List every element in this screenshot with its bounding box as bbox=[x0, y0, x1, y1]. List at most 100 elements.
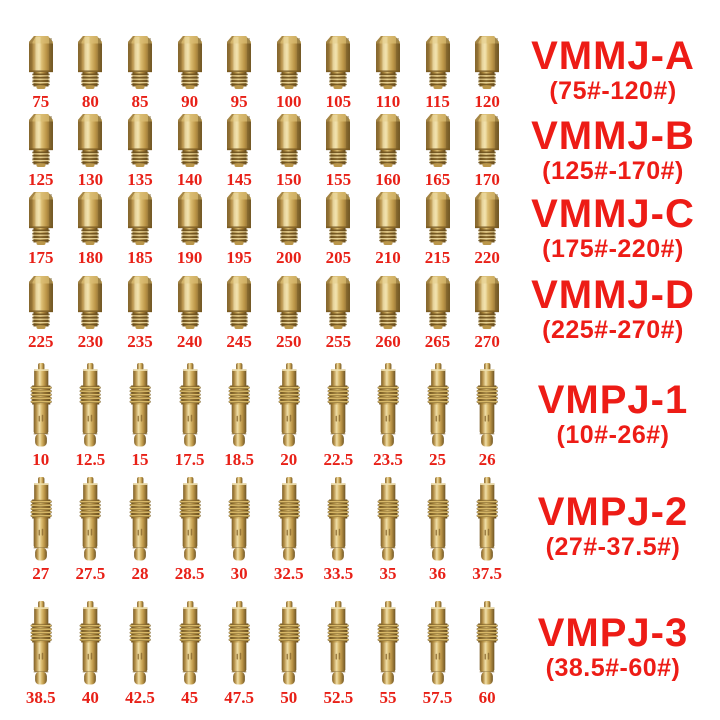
jet-row: 10 12.5 15 17.5 18.5 20 22.5 23.5 25 26 bbox=[16, 360, 512, 470]
jet-size-label: 140 bbox=[176, 170, 203, 189]
jet-item: 22.5 bbox=[314, 362, 364, 470]
group-code: VMMJ-D bbox=[531, 273, 695, 318]
pilot-jet-image bbox=[416, 476, 460, 562]
jet-item: 10 bbox=[16, 362, 66, 470]
pilot-jet-image bbox=[68, 476, 112, 562]
pilot-jet-image bbox=[19, 600, 63, 686]
jet-size-label: 155 bbox=[325, 170, 352, 189]
jet-size-label: 36 bbox=[429, 564, 447, 583]
pilot-jet-image bbox=[416, 600, 460, 686]
jet-size-label: 27 bbox=[32, 564, 50, 583]
jet-size-label: 57.5 bbox=[422, 688, 453, 707]
group-label-block: VMPJ-2 (27#-37.5#) bbox=[512, 470, 720, 584]
jet-group-row: 10 12.5 15 17.5 18.5 20 22.5 23.5 25 26 … bbox=[0, 352, 720, 470]
jet-size-label: 230 bbox=[77, 332, 104, 351]
jet-item: 15 bbox=[115, 362, 165, 470]
main-jet-image bbox=[118, 112, 162, 168]
main-jet-image bbox=[19, 274, 63, 330]
main-jet-image bbox=[465, 34, 509, 90]
jet-item: 115 bbox=[413, 34, 463, 112]
group-label-block: VMMJ-D (225#-270#) bbox=[512, 268, 720, 352]
pilot-jet-image bbox=[68, 362, 112, 448]
jet-item: 205 bbox=[314, 190, 364, 268]
jet-item: 18.5 bbox=[214, 362, 264, 470]
jet-item: 32.5 bbox=[264, 476, 314, 584]
jet-item: 265 bbox=[413, 274, 463, 352]
jet-size-label: 255 bbox=[325, 332, 352, 351]
jet-item: 35 bbox=[363, 476, 413, 584]
group-label-block: VMMJ-B (125#-170#) bbox=[512, 112, 720, 190]
group-label-block: VMMJ-A (75#-120#) bbox=[512, 30, 720, 112]
jet-item: 37.5 bbox=[462, 476, 512, 584]
jet-size-label: 185 bbox=[127, 248, 153, 267]
jet-item: 230 bbox=[66, 274, 116, 352]
main-jet-image bbox=[168, 34, 212, 90]
pilot-jet-image bbox=[19, 362, 63, 448]
main-jet-image bbox=[267, 190, 311, 246]
jet-size-label: 28 bbox=[131, 564, 149, 583]
jet-size-label: 175 bbox=[28, 248, 54, 267]
jet-item: 60 bbox=[462, 600, 512, 708]
jet-size-label: 38.5 bbox=[25, 688, 56, 707]
jet-size-label: 245 bbox=[226, 332, 252, 351]
jet-item: 185 bbox=[115, 190, 165, 268]
jet-size-label: 30 bbox=[230, 564, 248, 583]
jet-size-label: 160 bbox=[375, 170, 401, 189]
group-code: VMMJ-C bbox=[531, 192, 695, 237]
jet-size-label: 270 bbox=[474, 332, 500, 351]
jet-row: 225 230 235 240 245 250 255 260 265 270 bbox=[16, 268, 512, 352]
jet-size-label: 25 bbox=[429, 450, 447, 469]
group-code: VMPJ-2 bbox=[537, 490, 689, 535]
jet-item: 145 bbox=[214, 112, 264, 190]
jet-item: 240 bbox=[165, 274, 215, 352]
jet-item: 26 bbox=[462, 362, 512, 470]
main-jet-image bbox=[68, 274, 112, 330]
group-label-block: VMPJ-3 (38.5#-60#) bbox=[512, 588, 720, 708]
group-size-range: (125#-170#) bbox=[542, 157, 684, 186]
jet-item: 80 bbox=[66, 34, 116, 112]
jet-group-row: 38.5 40 42.5 45 47.5 50 52.5 55 57.5 60 … bbox=[0, 584, 720, 708]
jet-item: 270 bbox=[462, 274, 512, 352]
jet-item: 215 bbox=[413, 190, 463, 268]
jet-item: 165 bbox=[413, 112, 463, 190]
jet-size-label: 75 bbox=[32, 92, 50, 111]
jet-size-label: 60 bbox=[478, 688, 496, 707]
jet-size-label: 40 bbox=[81, 688, 99, 707]
jet-group-row: 125 130 135 140 145 150 155 160 165 170 … bbox=[0, 112, 720, 190]
pilot-jet-image bbox=[118, 600, 162, 686]
pilot-jet-image bbox=[416, 362, 460, 448]
jet-group-row: 75 80 85 90 95 100 105 110 115 120 VMMJ-… bbox=[0, 2, 720, 112]
jet-item: 225 bbox=[16, 274, 66, 352]
jet-item: 100 bbox=[264, 34, 314, 112]
main-jet-image bbox=[465, 112, 509, 168]
jet-item: 40 bbox=[66, 600, 116, 708]
jet-size-label: 80 bbox=[81, 92, 99, 111]
main-jet-image bbox=[416, 34, 460, 90]
jet-size-label: 115 bbox=[425, 92, 450, 111]
jet-size-label: 235 bbox=[127, 332, 153, 351]
group-size-range: (225#-270#) bbox=[542, 316, 684, 345]
jet-item: 42.5 bbox=[115, 600, 165, 708]
jet-item: 75 bbox=[16, 34, 66, 112]
jet-size-label: 120 bbox=[474, 92, 500, 111]
jet-size-label: 42.5 bbox=[125, 688, 155, 707]
jet-item: 38.5 bbox=[16, 600, 66, 708]
jet-size-label: 22.5 bbox=[323, 450, 354, 469]
jet-item: 12.5 bbox=[66, 362, 116, 470]
jet-item: 175 bbox=[16, 190, 66, 268]
main-jet-image bbox=[316, 112, 360, 168]
jet-size-label: 170 bbox=[474, 170, 500, 189]
jet-item: 160 bbox=[363, 112, 413, 190]
group-size-range: (27#-37.5#) bbox=[545, 533, 681, 562]
jet-item: 190 bbox=[165, 190, 215, 268]
jet-size-label: 110 bbox=[375, 92, 401, 111]
main-jet-image bbox=[267, 274, 311, 330]
jet-item: 195 bbox=[214, 190, 264, 268]
jet-size-label: 26 bbox=[478, 450, 496, 469]
jet-size-label: 215 bbox=[424, 248, 451, 267]
jet-size-label: 200 bbox=[276, 248, 302, 267]
main-jet-image bbox=[316, 34, 360, 90]
main-jet-image bbox=[19, 112, 63, 168]
jet-row: 27 27.5 28 28.5 30 32.5 33.5 35 36 37.5 bbox=[16, 470, 512, 584]
pilot-jet-image bbox=[366, 476, 410, 562]
